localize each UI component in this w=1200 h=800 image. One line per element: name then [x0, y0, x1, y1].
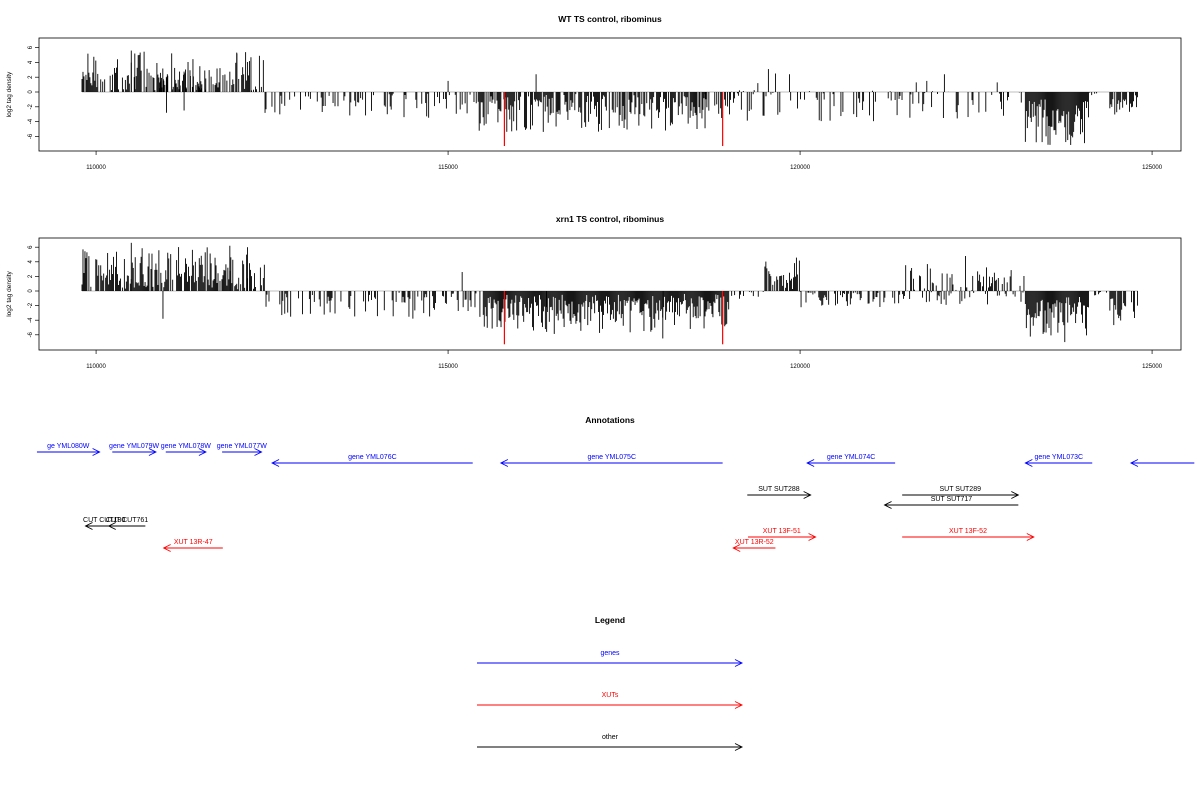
feature-label: SUT SUT289 [939, 486, 981, 493]
legend-label: other [602, 734, 619, 741]
legend-panel: Legend genes XUTs other [477, 615, 744, 751]
annotation-feature: gene YML074C [806, 454, 896, 467]
legend-label: XUTs [602, 692, 619, 699]
feature-arrow-head [806, 459, 815, 467]
feature-arrow-head [883, 501, 892, 509]
y-tick-label: 6 [28, 45, 34, 49]
feature-label: gene YML076C [348, 454, 397, 461]
feature-arrow-head [1024, 459, 1033, 467]
y-tick-label: 2 [28, 75, 34, 79]
x-tick-label: 125000 [1142, 364, 1163, 370]
y-tick-label: 4 [28, 259, 34, 263]
x-tick-label: 125000 [1142, 165, 1163, 171]
annotation-feature: gene YML073C [1024, 454, 1093, 467]
feature-label: XUT 13R-47 [174, 539, 213, 546]
feature-label: XUT 13F-51 [763, 528, 801, 535]
plot-frame [38, 237, 1182, 351]
feature-label: gene YML074C [827, 454, 876, 461]
y-tick-label: 0 [28, 289, 34, 293]
y-tick-label: 0 [28, 90, 34, 94]
x-tick-label: 115000 [438, 165, 458, 171]
x-tick-label: 115000 [438, 364, 458, 370]
feature-arrow-head [198, 448, 207, 456]
annotation-feature: XUT 13R-47 [162, 539, 223, 552]
annotation-feature: gene YML077W [217, 443, 267, 456]
feature-arrow-head [148, 448, 157, 456]
feature-arrow-head [1129, 459, 1139, 467]
y-tick-label: 4 [28, 60, 34, 64]
annotation-feature: CUT CUT761 [106, 517, 148, 530]
feature-arrow-head [808, 533, 817, 541]
wt-density-panel: WT TS control, ribominus log2 tag density… [6, 14, 1182, 171]
annotation-feature: gene YML075C [499, 454, 723, 467]
legend-title: Legend [595, 615, 625, 625]
annotations-title: Annotations [585, 415, 635, 425]
y-tick-label: -4 [28, 118, 34, 124]
feature-label: SUT SUT288 [758, 486, 800, 493]
xrn1-density-panel: xrn1 TS control, ribominus log2 tag densi… [6, 214, 1182, 370]
feature-arrow-head [1026, 533, 1035, 541]
feature-label: gene YML079W [109, 443, 159, 450]
density-bars [81, 242, 1138, 343]
feature-label: gene YML073C [1035, 454, 1084, 461]
plot-frame [38, 37, 1182, 152]
feature-arrow-head [499, 459, 509, 467]
annotation-feature: XUT 13F-52 [902, 528, 1035, 541]
legend-arrow-head [734, 743, 744, 751]
feature-label: gene YML077W [217, 443, 267, 450]
annotation-feature: XUT 13F-51 [747, 528, 817, 541]
legend-label: genes [600, 650, 620, 657]
y-tick-label: 6 [28, 245, 34, 249]
feature-label: XUT 13F-52 [949, 528, 987, 535]
feature-label: ge YML080W [47, 443, 90, 450]
feature-arrow-head [1011, 491, 1020, 499]
feature-arrow-head [84, 522, 93, 530]
annotation-feature: gene YML079W [109, 443, 160, 456]
annotation-feature: SUT SUT289 [902, 486, 1020, 499]
annotation-feature: SUT SUT717 [883, 496, 1019, 509]
panel-title: WT TS control, ribominus [558, 14, 662, 24]
y-tick-label: -2 [28, 103, 34, 109]
y-tick-label: -4 [28, 317, 34, 323]
x-tick-label: 110000 [86, 165, 106, 171]
legend-item: XUTs [477, 692, 744, 709]
annotation-feature: SUT SUT288 [747, 486, 812, 499]
density-bars [81, 50, 1138, 145]
annotation-feature: gene YML076C [271, 454, 473, 467]
feature-arrow-head [732, 544, 741, 552]
feature-arrow-head [803, 491, 812, 499]
y-axis-label: log2 tag density [6, 270, 13, 316]
x-tick-label: 110000 [86, 364, 106, 370]
feature-arrow-head [107, 522, 116, 530]
y-tick-label: 2 [28, 274, 34, 278]
y-tick-label: -2 [28, 302, 34, 308]
x-tick-label: 120000 [790, 165, 811, 171]
panel-title: xrn1 TS control, ribominus [556, 214, 664, 224]
legend-arrow-head [734, 659, 744, 667]
feature-arrow-head [271, 459, 280, 467]
annotation-feature: XUT 13R-52 [732, 539, 776, 552]
feature-label: gene YML075C [587, 454, 636, 461]
legend-arrow-head [734, 701, 744, 709]
feature-arrow-head [162, 544, 171, 552]
annotation-feature [1129, 459, 1195, 467]
annotation-feature: ge YML080W [36, 443, 101, 456]
feature-label: XUT 13R-52 [735, 539, 774, 546]
feature-label: gene YML078W [161, 443, 211, 450]
feature-label: CUT CUT180 [83, 517, 125, 524]
legend-item: other [477, 734, 744, 751]
x-tick-label: 120000 [790, 364, 811, 370]
y-tick-label: -6 [28, 331, 34, 337]
feature-label: CUT CUT761 [106, 517, 148, 524]
legend-item: genes [477, 650, 744, 667]
feature-label: SUT SUT717 [931, 496, 973, 503]
annotation-feature: gene YML078W [161, 443, 211, 456]
y-axis-label: log2 tag density [6, 71, 13, 117]
feature-arrow-head [92, 448, 101, 456]
y-tick-label: -6 [28, 133, 34, 139]
feature-arrow-head [254, 448, 263, 456]
